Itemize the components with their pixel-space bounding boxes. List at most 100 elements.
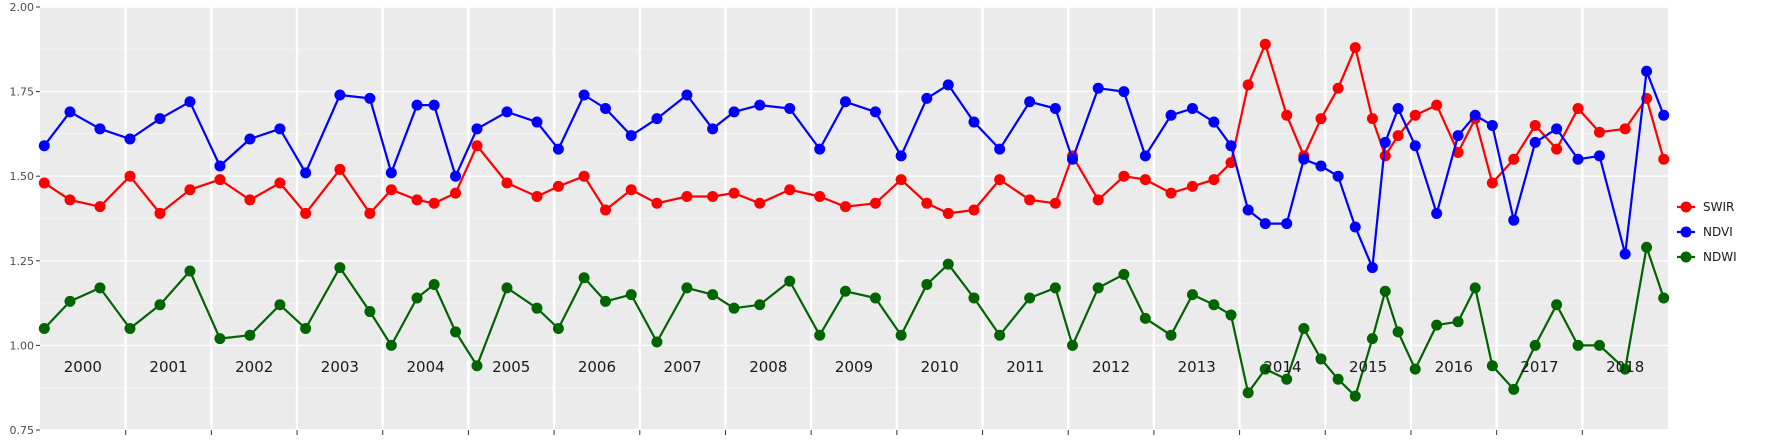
swir-point [1551, 143, 1563, 155]
ndwi-point [1049, 282, 1061, 294]
year-label: 2006 [578, 358, 616, 376]
ndwi-point [1619, 363, 1631, 375]
y-tick-label: 1.25 [10, 255, 35, 268]
grid-lines [40, 6, 1668, 431]
swir-point [814, 191, 826, 203]
ndwi-point [1486, 360, 1498, 372]
ndwi-point [334, 262, 346, 274]
ndwi-point [1315, 353, 1327, 365]
ndwi-point [681, 282, 693, 294]
ndvi-point [124, 133, 136, 145]
ndwi-point [942, 258, 954, 270]
ndwi-line [43, 246, 1665, 398]
ndwi-point [274, 299, 286, 311]
swir-point [707, 191, 719, 203]
swir-point [1349, 42, 1361, 54]
swir-point [154, 207, 166, 219]
ndvi-point [385, 167, 397, 179]
legend-key-point [1680, 226, 1692, 238]
ndvi-point [1225, 140, 1237, 152]
ndwi-point [994, 329, 1006, 341]
year-label: 2005 [492, 358, 530, 376]
swir-point [124, 170, 136, 182]
ndvi-point [94, 123, 106, 135]
swir-point [64, 194, 76, 206]
y-tick-label: 2.00 [10, 1, 35, 14]
ndvi-point [895, 150, 907, 162]
swir-point [1186, 180, 1198, 192]
legend-label: NDVI [1703, 225, 1733, 239]
swir-point [1165, 187, 1177, 199]
ndwi-point [501, 282, 513, 294]
swir-point [921, 197, 933, 209]
ndvi-point [1298, 153, 1310, 165]
ndwi-point [1092, 282, 1104, 294]
legend-item-swir: SWIR [1677, 200, 1734, 214]
year-label: 2009 [835, 358, 873, 376]
ndvi-point [1409, 140, 1421, 152]
legend-key-point [1680, 201, 1692, 213]
ndwi-point [728, 302, 740, 314]
ndwi-point [968, 292, 980, 304]
swir-point [38, 177, 50, 189]
ndwi-point [38, 322, 50, 334]
ndwi-point [411, 292, 423, 304]
ndvi-point [1349, 221, 1361, 233]
year-label: 2012 [1092, 358, 1130, 376]
data-series [38, 38, 1670, 402]
legend-item-ndwi: NDWI [1677, 250, 1737, 264]
ndwi-point [1225, 309, 1237, 321]
ndwi-point [869, 292, 881, 304]
ndvi-line [43, 70, 1665, 269]
year-label: 2002 [235, 358, 273, 376]
ndvi-point [1139, 150, 1151, 162]
swir-point [501, 177, 513, 189]
year-label: 2015 [1349, 358, 1387, 376]
ndwi-point [1298, 322, 1310, 334]
ndwi-point [450, 326, 462, 338]
swir-point [895, 174, 907, 186]
ndwi-point [1349, 390, 1361, 402]
legend-label: NDWI [1703, 250, 1737, 264]
swir-point [1366, 113, 1378, 125]
ndwi-point [895, 329, 907, 341]
swir-point [471, 140, 483, 152]
year-label: 2016 [1435, 358, 1473, 376]
series-ndwi [38, 241, 1670, 402]
ndwi-point [1392, 326, 1404, 338]
swir-point [1281, 109, 1293, 121]
ndvi-point [1641, 65, 1653, 77]
ndvi-point [334, 89, 346, 101]
ndwi-point [1024, 292, 1036, 304]
ndwi-point [1658, 292, 1670, 304]
swir-point [578, 170, 590, 182]
ndvi-point [1469, 109, 1481, 121]
swir-point [334, 163, 346, 175]
swir-point [625, 184, 637, 196]
swir-point [1118, 170, 1130, 182]
series-ndvi [38, 65, 1670, 274]
swir-point [184, 184, 196, 196]
ndvi-point [154, 113, 166, 125]
ndwi-point [1508, 383, 1520, 395]
ndwi-point [1431, 319, 1443, 331]
swir-point [1658, 153, 1670, 165]
swir-point [411, 194, 423, 206]
ndvi-point [1315, 160, 1327, 172]
ndvi-point [814, 143, 826, 155]
ndvi-point [531, 116, 543, 128]
ndvi-point [1366, 262, 1378, 274]
ndwi-point [154, 299, 166, 311]
ndwi-point [124, 322, 136, 334]
ndvi-point [501, 106, 513, 118]
ndwi-point [814, 329, 826, 341]
ndvi-point [1392, 103, 1404, 115]
ndvi-point [552, 143, 564, 155]
swir-point [1315, 113, 1327, 125]
swir-point [552, 180, 564, 192]
ndvi-point [1066, 153, 1078, 165]
ndvi-point [625, 130, 637, 142]
swir-point [94, 201, 106, 213]
ndvi-point [1658, 109, 1670, 121]
